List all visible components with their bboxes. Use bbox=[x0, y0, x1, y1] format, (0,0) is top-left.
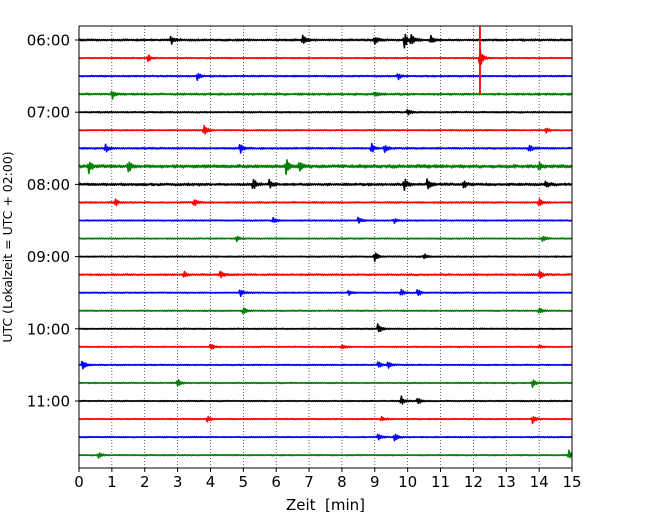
trace-line bbox=[78, 307, 573, 314]
x-tick-label: 0 bbox=[74, 473, 84, 491]
trace-line bbox=[78, 415, 573, 425]
x-tick-label: 4 bbox=[206, 473, 216, 491]
trace-line bbox=[78, 90, 573, 100]
plot-frame bbox=[78, 25, 573, 469]
trace-line bbox=[78, 378, 573, 388]
x-tick-label: 14 bbox=[530, 473, 549, 491]
y-tick-label: 09:00 bbox=[27, 248, 70, 266]
y-tick-label: 08:00 bbox=[27, 176, 70, 194]
x-tick-label: 1 bbox=[107, 473, 117, 491]
trace-line bbox=[78, 49, 573, 65]
x-tick-label: 2 bbox=[140, 473, 150, 491]
x-axis-label: Zeit [min] bbox=[286, 496, 365, 514]
trace-line bbox=[78, 360, 573, 370]
x-tick-label: 15 bbox=[562, 473, 581, 491]
trace-line bbox=[78, 323, 573, 333]
y-tick-label: 06:00 bbox=[27, 32, 70, 50]
trace-line bbox=[78, 159, 573, 175]
trace-line bbox=[78, 142, 573, 154]
trace-line bbox=[78, 108, 573, 116]
trace-line bbox=[78, 252, 573, 262]
y-tick-label: 11:00 bbox=[27, 393, 70, 411]
trace-line bbox=[78, 395, 573, 405]
trace-line bbox=[78, 288, 573, 298]
trace-line bbox=[78, 270, 573, 279]
y-axis-ticks: 06:00 07:00 08:00 09:00 10:00 11:00 bbox=[27, 32, 79, 411]
trace-line bbox=[78, 198, 573, 207]
y-tick-label: 10:00 bbox=[27, 320, 70, 338]
trace-line bbox=[78, 33, 573, 49]
seismic-traces bbox=[78, 26, 573, 459]
x-tick-label: 8 bbox=[337, 473, 347, 491]
trace-line bbox=[78, 433, 573, 442]
x-tick-label: 3 bbox=[173, 473, 183, 491]
x-tick-label: 10 bbox=[398, 473, 417, 491]
y-tick-label: 07:00 bbox=[27, 104, 70, 122]
x-tick-label: 5 bbox=[239, 473, 249, 491]
trace-line bbox=[78, 449, 573, 459]
y-axis-label: UTC (Lokalzeit = UTC + 02:00) bbox=[0, 151, 15, 342]
x-tick-label: 11 bbox=[431, 473, 450, 491]
x-tick-label: 6 bbox=[271, 473, 281, 491]
x-tick-label: 7 bbox=[304, 473, 314, 491]
x-tick-label: 9 bbox=[370, 473, 380, 491]
trace-line bbox=[78, 73, 573, 81]
trace-line bbox=[78, 216, 573, 224]
trace-line bbox=[78, 235, 573, 243]
x-tick-label: 13 bbox=[497, 473, 516, 491]
trace-line bbox=[78, 343, 573, 350]
x-tick-label: 12 bbox=[464, 473, 483, 491]
x-axis-ticks: 0 1 2 3 4 5 6 7 8 9 10 11 12 13 14 15 bbox=[74, 468, 582, 491]
trace-line bbox=[78, 124, 573, 135]
trace-line bbox=[78, 178, 573, 191]
